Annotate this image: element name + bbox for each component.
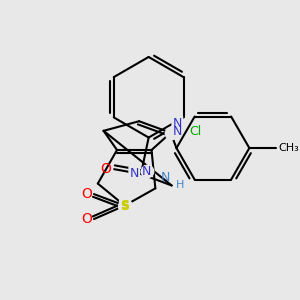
- Text: N: N: [172, 117, 182, 130]
- Text: Cl: Cl: [189, 125, 202, 138]
- Point: [144, 169, 149, 173]
- Text: S: S: [120, 199, 129, 212]
- Text: N: N: [130, 167, 139, 180]
- Point: [122, 203, 127, 208]
- Text: O: O: [100, 162, 111, 176]
- Text: O: O: [81, 187, 92, 201]
- Text: CH₃: CH₃: [278, 143, 299, 153]
- Text: S: S: [120, 200, 129, 213]
- Text: N: N: [172, 125, 182, 138]
- Point: [168, 130, 173, 135]
- Text: H: H: [176, 181, 184, 190]
- Text: O: O: [81, 212, 92, 226]
- Text: N: N: [142, 165, 152, 178]
- Text: N: N: [160, 171, 170, 184]
